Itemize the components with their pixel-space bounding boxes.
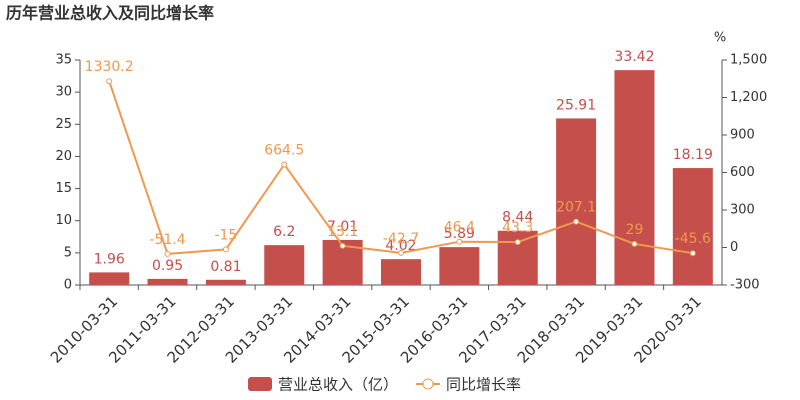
legend-swatch <box>248 377 272 391</box>
line-point <box>398 249 404 256</box>
bar-value-label: 0.81 <box>210 259 241 275</box>
y2-tick-label: 300 <box>730 203 755 218</box>
line-value-label: 29 <box>626 222 644 238</box>
chart-title: 历年营业总收入及同比增长率 <box>6 4 214 23</box>
line-point <box>631 240 638 247</box>
bar <box>556 118 597 285</box>
line-value-label: 207.1 <box>556 200 596 216</box>
bar <box>205 279 246 285</box>
bar-value-label: 1.96 <box>94 251 125 267</box>
y-tick-label: 0 <box>64 278 72 293</box>
line-value-label: 43.3 <box>502 220 533 236</box>
line-point <box>573 218 580 225</box>
bar <box>672 168 713 285</box>
bar-value-label: 0.95 <box>152 258 183 274</box>
y-tick-label: 20 <box>55 149 72 164</box>
bar-value-label: 4.02 <box>385 238 416 254</box>
bar <box>89 272 130 285</box>
legend-label: 营业总收入（亿） <box>278 376 398 394</box>
y2-tick-label: 600 <box>730 165 755 180</box>
y-tick-label: 15 <box>55 181 72 196</box>
line-point <box>339 242 346 249</box>
y-tick-label: 30 <box>55 85 72 100</box>
bar-value-label: 5.89 <box>444 226 475 242</box>
bar <box>497 230 538 285</box>
y2-tick-label: 900 <box>730 128 755 143</box>
bar-value-label: 7.01 <box>327 219 358 235</box>
line <box>108 80 693 255</box>
bar-value-label: 18.19 <box>673 147 713 163</box>
line-point <box>164 250 171 257</box>
line-point <box>514 239 521 246</box>
line-point <box>106 78 113 85</box>
line-value-label: 46.4 <box>444 220 475 236</box>
line-value-label: 664.5 <box>264 142 304 158</box>
legend-swatch <box>422 378 434 390</box>
y2-tick-label: 1,200 <box>730 90 767 105</box>
bar-value-label: 33.42 <box>614 49 654 65</box>
bar <box>147 278 188 285</box>
line-value-label: -51.4 <box>149 232 185 248</box>
y2-tick-label: 1,500 <box>730 53 767 68</box>
line-value-label: -42.7 <box>383 231 419 247</box>
line-value-label: 13.1 <box>327 224 358 240</box>
line-point <box>689 250 696 257</box>
line-point <box>222 246 229 253</box>
y-tick-label: 5 <box>64 245 72 260</box>
line-value-label: -15 <box>214 227 237 243</box>
line-value-label: 1330.2 <box>85 59 134 75</box>
y-tick-label: 25 <box>55 117 72 132</box>
y-tick-label: 35 <box>55 53 72 68</box>
y-tick-label: 10 <box>55 213 72 228</box>
bar <box>614 70 655 286</box>
bar <box>381 259 421 285</box>
y2-tick-label: 0 <box>730 240 738 255</box>
y2-tick-label: -300 <box>730 278 760 293</box>
bar-value-label: 8.44 <box>502 210 533 226</box>
bar <box>264 245 305 285</box>
y2-axis-label: % <box>714 31 726 46</box>
line-value-label: -45.6 <box>675 231 711 247</box>
bar-value-label: 6.2 <box>273 224 295 240</box>
line-point <box>456 238 463 245</box>
legend-label: 同比增长率 <box>446 376 521 394</box>
bar <box>439 247 480 285</box>
line-point <box>281 161 288 168</box>
bar-value-label: 25.91 <box>556 97 596 113</box>
